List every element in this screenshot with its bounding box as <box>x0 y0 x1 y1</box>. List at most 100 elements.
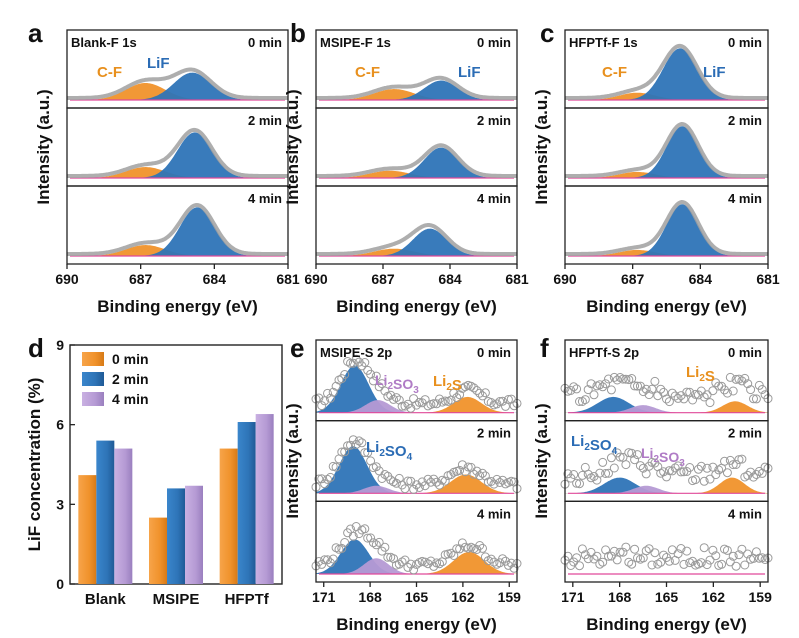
data-point <box>575 561 584 571</box>
data-point <box>696 558 706 568</box>
data-point <box>412 400 421 410</box>
label-c-f: C-F <box>355 64 380 81</box>
data-point <box>711 551 721 561</box>
data-point <box>317 559 327 569</box>
data-point <box>397 557 407 567</box>
data-point <box>403 562 413 572</box>
data-point <box>426 556 436 566</box>
data-point <box>656 384 666 394</box>
label-li2s-part: 2 <box>446 382 452 393</box>
data-point <box>595 468 605 478</box>
data-point <box>682 387 692 397</box>
data-point <box>693 464 703 474</box>
x-tick-label: 162 <box>451 589 475 605</box>
data-point <box>435 559 444 569</box>
data-point <box>469 383 479 393</box>
x-tick-label: 687 <box>371 271 395 287</box>
data-point <box>635 461 645 471</box>
fit-envelope <box>564 200 769 256</box>
data-point <box>667 388 677 398</box>
data-point <box>662 394 671 404</box>
data-point <box>498 396 508 406</box>
data-point <box>492 474 502 484</box>
panel-title: HFPTf-F 1s <box>569 35 638 50</box>
data-point <box>743 549 753 559</box>
panel-letter-b: b <box>290 18 306 48</box>
data-point <box>586 379 596 389</box>
spectrum-row: 2 min <box>564 107 769 187</box>
data-points <box>560 448 773 489</box>
data-point <box>314 557 324 566</box>
panel-title: MSIPE-S 2p <box>320 345 392 360</box>
data-point <box>320 479 330 489</box>
data-point <box>722 388 732 398</box>
x-tick-label: 681 <box>276 271 300 287</box>
data-point <box>737 544 747 554</box>
data-point <box>432 477 442 487</box>
bar-hfptf-2min <box>237 422 256 584</box>
label-c-f: C-F <box>602 64 627 81</box>
peak-lif-0min <box>67 72 288 100</box>
data-point <box>737 376 747 386</box>
data-point <box>702 463 712 473</box>
data-point <box>734 374 744 384</box>
data-point <box>595 559 605 569</box>
data-point <box>641 546 651 556</box>
data-point <box>577 397 587 406</box>
data-points <box>560 542 773 571</box>
bar-hfptf-0min <box>219 448 238 584</box>
label-li2so4-part: Li <box>366 439 379 456</box>
data-point <box>426 477 436 487</box>
data-point <box>691 475 700 485</box>
data-point <box>446 470 456 480</box>
y-axis-label: Intensity (a.u.) <box>532 403 551 518</box>
x-tick-label: 687 <box>621 271 645 287</box>
data-point <box>337 543 347 553</box>
data-point <box>374 382 384 392</box>
data-point <box>455 390 465 400</box>
data-point <box>722 468 732 478</box>
data-point <box>480 388 490 398</box>
data-point <box>641 469 651 479</box>
label-li2so3-part: Li <box>641 445 653 461</box>
x-tick-label: 159 <box>498 589 522 605</box>
data-point <box>609 546 619 556</box>
data-point <box>609 372 619 382</box>
fit-envelope <box>315 75 518 100</box>
x-tick-label: 690 <box>55 271 79 287</box>
data-point <box>621 542 631 552</box>
data-point <box>495 478 505 487</box>
peak-lif-0min <box>565 48 768 100</box>
data-point <box>598 557 608 567</box>
data-point <box>725 372 735 382</box>
data-point <box>506 558 516 568</box>
panel-a: 0 min 2 min 4 min 690 687 684 681 Binding energ… <box>34 29 300 316</box>
label-lif: LiF <box>458 64 481 81</box>
data-point <box>406 559 416 569</box>
data-point <box>673 461 683 471</box>
data-point <box>340 370 350 379</box>
bar-blank-4min <box>114 448 133 584</box>
data-point <box>400 555 410 565</box>
data-point <box>569 470 579 479</box>
peak-c-f-0min <box>67 83 288 100</box>
data-point <box>374 537 384 547</box>
data-point <box>483 477 493 487</box>
data-point <box>720 456 729 466</box>
data-point <box>383 552 393 562</box>
data-point <box>638 463 648 473</box>
data-point <box>667 545 677 555</box>
y-tick-label: 0 <box>56 576 64 592</box>
panel-letter-c: c <box>540 18 554 48</box>
row-frame <box>66 185 289 265</box>
data-point <box>708 462 718 472</box>
time-label: 0 min <box>248 35 282 50</box>
spectrum-row: 4 min <box>311 500 522 583</box>
x-tick-label: 681 <box>756 271 780 287</box>
data-point <box>743 379 753 389</box>
data-point <box>380 470 390 479</box>
data-points <box>311 354 522 413</box>
data-point <box>664 556 674 566</box>
label-li2s: Li2S <box>686 364 715 385</box>
data-point <box>368 376 378 386</box>
